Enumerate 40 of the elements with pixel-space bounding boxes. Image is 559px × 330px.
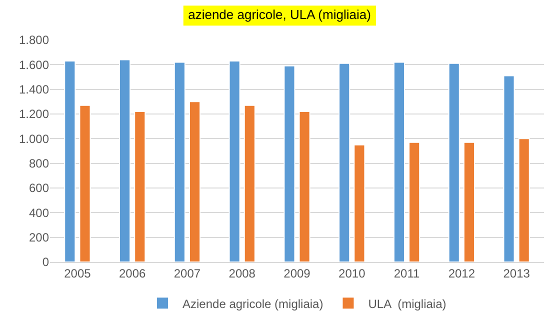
y-tick-label: 800 <box>28 156 50 171</box>
x-tick-label: 2006 <box>118 266 146 280</box>
y-tick-label: 0 <box>42 255 50 270</box>
bar <box>448 62 460 262</box>
y-tick-label: 200 <box>28 230 50 245</box>
x-tick-label: 2007 <box>174 266 201 280</box>
bar <box>338 62 350 262</box>
bar <box>64 60 76 262</box>
bar <box>228 60 240 262</box>
x-tick-label: 2010 <box>338 266 366 280</box>
bar <box>188 101 201 262</box>
bar <box>284 65 296 262</box>
bar <box>119 59 131 262</box>
y-tick-label: 1.200 <box>18 107 50 122</box>
y-tick-label: 1.800 <box>18 33 50 48</box>
bar <box>518 138 530 262</box>
y-tick-label: 600 <box>28 181 50 196</box>
x-tick-label: 2009 <box>284 266 311 280</box>
bar <box>354 144 366 262</box>
y-tick-label: 1.400 <box>18 82 50 97</box>
x-tick-label: 2008 <box>228 266 256 280</box>
bar <box>174 62 186 262</box>
chart-title: aziende agricole, ULA (migliaia) <box>188 7 371 22</box>
x-tick-label: 2005 <box>64 266 92 280</box>
bar <box>503 75 515 262</box>
y-tick-label: 400 <box>28 206 50 220</box>
bar <box>79 104 91 262</box>
legend-label: Aziende agricole (migliaia) <box>182 296 324 311</box>
legend-label: ULA (migliaia) <box>368 296 446 311</box>
bar <box>298 111 310 262</box>
x-tick-label: 2011 <box>394 266 420 280</box>
bar <box>408 142 420 262</box>
bar <box>134 111 146 262</box>
x-tick-label: 2013 <box>503 266 530 280</box>
bar <box>244 104 256 262</box>
bar <box>463 142 475 262</box>
y-tick-label: 1.000 <box>18 132 50 146</box>
y-tick-label: 1.600 <box>18 58 50 72</box>
x-tick-label: 2012 <box>448 266 476 280</box>
bar <box>393 62 406 262</box>
